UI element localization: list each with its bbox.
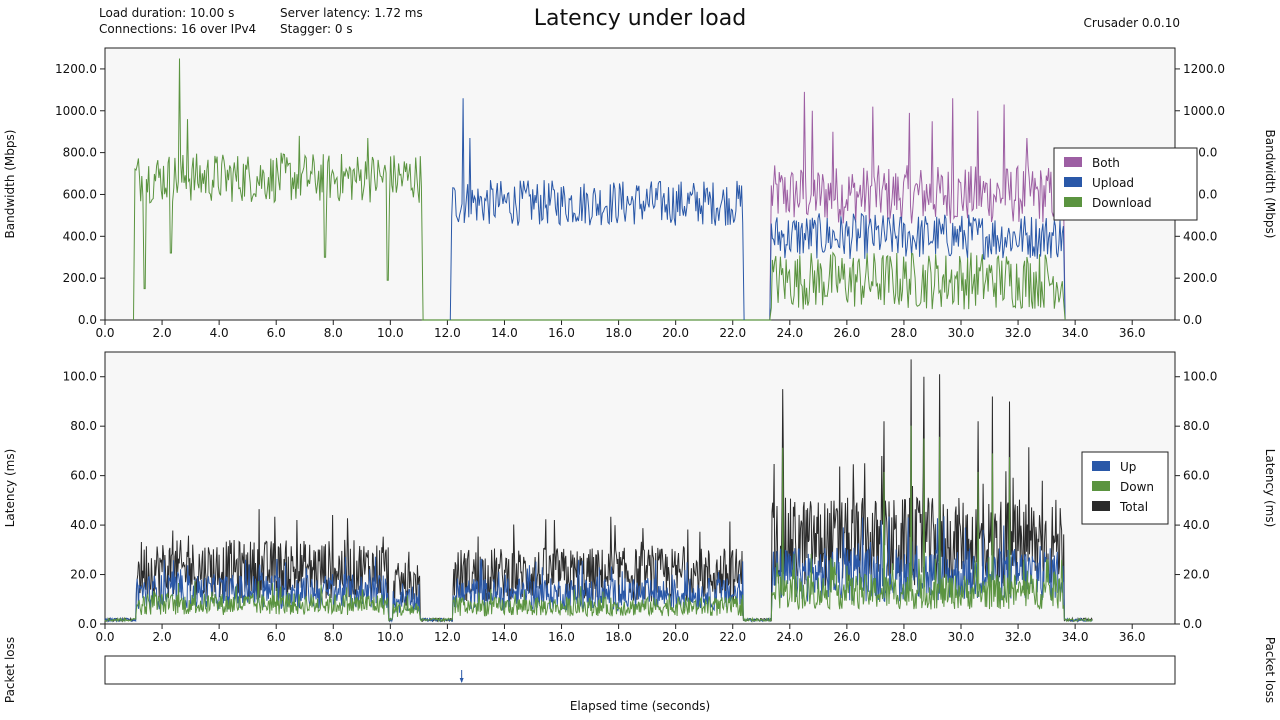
latency-y-tick-label-right: 40.0 — [1183, 518, 1210, 532]
bandwidth-x-tick-label: 32.0 — [1005, 326, 1032, 340]
upload-series-line — [449, 98, 745, 321]
legend-label-total: Total — [1119, 500, 1148, 514]
bandwidth-x-tick-label: 36.0 — [1119, 326, 1146, 340]
latency-y-tick-label-right: 80.0 — [1183, 419, 1210, 433]
bandwidth-y-tick-label-left: 1200.0 — [55, 62, 97, 76]
bandwidth-y-tick-label-right: 1000.0 — [1183, 104, 1225, 118]
latency-x-tick-label: 2.0 — [153, 630, 172, 644]
bandwidth-y-tick-label-left: 200.0 — [63, 271, 97, 285]
legend-label-both: Both — [1092, 156, 1120, 170]
bandwidth-y-tick-label-left: 600.0 — [63, 187, 97, 201]
latency-y-tick-label-left: 40.0 — [70, 518, 97, 532]
bandwidth-x-tick-label: 16.0 — [548, 326, 575, 340]
latency-y-tick-label-left: 80.0 — [70, 419, 97, 433]
bandwidth-x-tick-label: 0.0 — [95, 326, 114, 340]
bandwidth-x-tick-label: 8.0 — [324, 326, 343, 340]
bandwidth-y-tick-label-right: 200.0 — [1183, 271, 1217, 285]
bandwidth-y-tick-label-left: 800.0 — [63, 146, 97, 160]
bandwidth-plot-area — [104, 47, 1176, 321]
latency-x-tick-label: 22.0 — [719, 630, 746, 644]
bandwidth-x-tick-label: 24.0 — [776, 326, 803, 340]
legend-label-down: Down — [1120, 480, 1154, 494]
packet-loss-plot-area — [104, 655, 1176, 685]
bandwidth-x-tick-label: 30.0 — [948, 326, 975, 340]
both-series-line — [769, 91, 1066, 321]
bandwidth-y-tick-label-right: 1200.0 — [1183, 62, 1225, 76]
latency-x-tick-label: 14.0 — [491, 630, 518, 644]
legend-label-upload: Upload — [1092, 176, 1134, 190]
legend-label-up: Up — [1120, 460, 1136, 474]
connections-label: Connections: 16 over IPv4 — [99, 22, 257, 36]
bandwidth-y-axis-label-right: Bandwidth (Mbps) — [1263, 130, 1277, 239]
latency-y-tick-label-right: 60.0 — [1183, 469, 1210, 483]
latency-x-tick-label: 32.0 — [1005, 630, 1032, 644]
server-latency-label: Server latency: 1.72 ms — [280, 6, 423, 20]
legend-swatch-total — [1092, 501, 1110, 511]
latency-x-tick-label: 4.0 — [210, 630, 229, 644]
legend-swatch-up — [1092, 461, 1110, 471]
bandwidth-x-tick-label: 28.0 — [891, 326, 918, 340]
latency-y-tick-label-left: 0.0 — [78, 617, 97, 631]
latency-x-tick-label: 30.0 — [948, 630, 975, 644]
bandwidth-x-tick-label: 10.0 — [377, 326, 404, 340]
latency-y-tick-label-right: 0.0 — [1183, 617, 1202, 631]
latency-x-tick-label: 18.0 — [605, 630, 632, 644]
legend-swatch-down — [1092, 481, 1110, 491]
bandwidth-y-tick-label-right: 0.0 — [1183, 313, 1202, 327]
bandwidth-y-tick-label-left: 400.0 — [63, 229, 97, 243]
x-axis-label: Elapsed time (seconds) — [570, 699, 710, 713]
latency-y-tick-label-left: 60.0 — [70, 469, 97, 483]
bandwidth-y-axis-label-left: Bandwidth (Mbps) — [3, 130, 17, 239]
bandwidth-y-tick-label-right: 400.0 — [1183, 229, 1217, 243]
latency-x-tick-label: 34.0 — [1062, 630, 1089, 644]
latency-y-tick-label-left: 100.0 — [63, 370, 97, 384]
bandwidth-x-tick-label: 4.0 — [210, 326, 229, 340]
latency-x-tick-label: 0.0 — [95, 630, 114, 644]
bandwidth-x-tick-label: 22.0 — [719, 326, 746, 340]
latency-y-tick-label-right: 20.0 — [1183, 568, 1210, 582]
bandwidth-x-tick-label: 20.0 — [662, 326, 689, 340]
bandwidth-x-tick-label: 26.0 — [834, 326, 861, 340]
legend-swatch-upload — [1064, 177, 1082, 187]
bandwidth-x-tick-label: 2.0 — [153, 326, 172, 340]
legend-swatch-both — [1064, 157, 1082, 167]
bandwidth-x-tick-label: 18.0 — [605, 326, 632, 340]
latency-x-tick-label: 26.0 — [834, 630, 861, 644]
latency-x-tick-label: 20.0 — [662, 630, 689, 644]
legend-label-download: Download — [1092, 196, 1152, 210]
bandwidth-y-tick-label-left: 0.0 — [78, 313, 97, 327]
latency-y-tick-label-right: 100.0 — [1183, 370, 1217, 384]
latency-x-tick-label: 12.0 — [434, 630, 461, 644]
load-duration-label: Load duration: 10.00 s — [99, 6, 235, 20]
stagger-label: Stagger: 0 s — [280, 22, 353, 36]
bandwidth-x-tick-label: 6.0 — [267, 326, 286, 340]
latency-x-tick-label: 8.0 — [324, 630, 343, 644]
packet-loss-marker-head — [459, 678, 464, 683]
packet-loss-y-axis-label-right: Packet loss — [1263, 637, 1277, 703]
latency-x-tick-label: 24.0 — [776, 630, 803, 644]
latency-x-tick-label: 10.0 — [377, 630, 404, 644]
download-series-line — [769, 251, 1066, 321]
bandwidth-x-tick-label: 34.0 — [1062, 326, 1089, 340]
down-latency-line — [104, 425, 1093, 623]
packet-loss-y-axis-label-left: Packet loss — [3, 637, 17, 703]
total-latency-line — [104, 359, 1093, 623]
download-series-line — [133, 58, 424, 321]
latency-x-tick-label: 36.0 — [1119, 630, 1146, 644]
latency-x-tick-label: 6.0 — [267, 630, 286, 644]
app-version-label: Crusader 0.0.10 — [1083, 16, 1180, 30]
latency-y-tick-label-left: 20.0 — [70, 568, 97, 582]
legend-swatch-download — [1064, 197, 1082, 207]
upload-series-line — [769, 212, 1066, 321]
bandwidth-y-tick-label-left: 1000.0 — [55, 104, 97, 118]
latency-y-axis-label-right: Latency (ms) — [1263, 449, 1277, 528]
bandwidth-x-tick-label: 14.0 — [491, 326, 518, 340]
chart-title: Latency under load — [533, 6, 747, 31]
latency-x-tick-label: 16.0 — [548, 630, 575, 644]
bandwidth-x-tick-label: 12.0 — [434, 326, 461, 340]
latency-y-axis-label-left: Latency (ms) — [3, 449, 17, 528]
latency-x-tick-label: 28.0 — [891, 630, 918, 644]
